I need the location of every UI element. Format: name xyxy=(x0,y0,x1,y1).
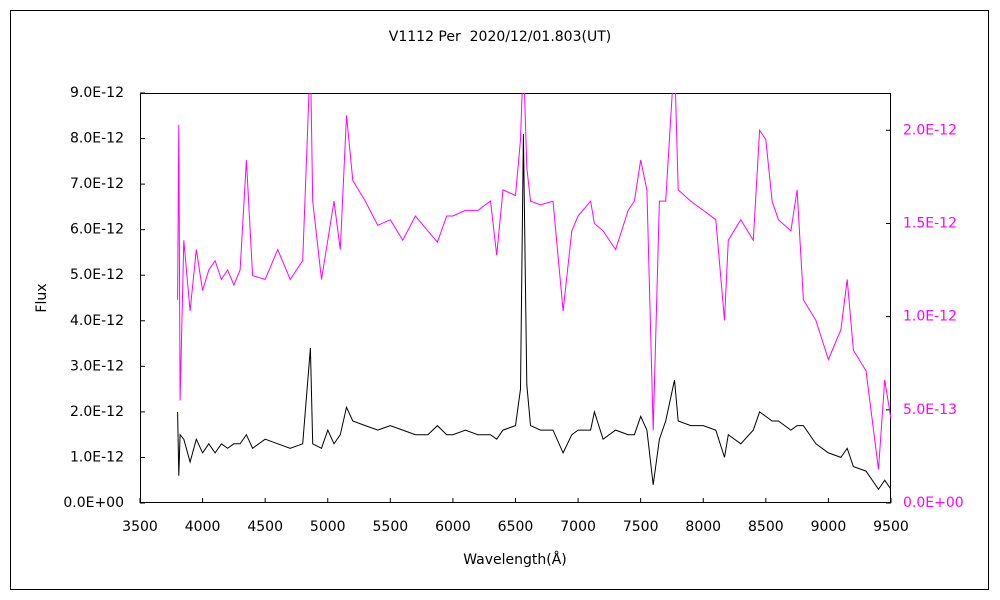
x-tick-label: 4000 xyxy=(185,519,221,535)
spectrum-line xyxy=(177,93,891,470)
x-tick-label: 6000 xyxy=(435,519,471,535)
y-tick-label: 6.0E-12 xyxy=(70,222,124,238)
spectrum-line xyxy=(177,133,891,491)
x-tick-label: 5500 xyxy=(373,519,409,535)
x-tick-label: 8000 xyxy=(685,519,721,535)
y-tick-label: 2.0E-12 xyxy=(70,404,124,420)
y-axis-label: Flux xyxy=(34,283,50,312)
x-tick-label: 9500 xyxy=(873,519,909,535)
y2-tick-label: 1.5E-12 xyxy=(903,215,957,231)
y-tick-label: 4.0E-12 xyxy=(70,313,124,329)
y2-tick-label: 0.0E+00 xyxy=(903,495,964,511)
x-tick-label: 9000 xyxy=(811,519,847,535)
y-tick-label: 3.0E-12 xyxy=(70,358,124,374)
x-tick-label: 3500 xyxy=(122,519,158,535)
y-tick-label: 7.0E-12 xyxy=(70,176,124,192)
y-tick-label: 5.0E-12 xyxy=(70,267,124,283)
y2-tick-label: 5.0E-13 xyxy=(903,402,957,418)
x-tick-label: 7000 xyxy=(560,519,596,535)
x-tick-label: 5000 xyxy=(310,519,346,535)
frame xyxy=(10,10,989,590)
y-tick-label: 0.0E+00 xyxy=(63,495,124,511)
x-tick-label: 7500 xyxy=(623,519,659,535)
y-tick-label: 8.0E-12 xyxy=(70,131,124,147)
x-axis-label: Wavelength(Å) xyxy=(463,551,567,568)
x-tick-label: 6500 xyxy=(498,519,534,535)
plot-area xyxy=(140,93,891,503)
chart-title: V1112 Per 2020/12/01.803(UT) xyxy=(389,29,611,45)
y-tick-label: 1.0E-12 xyxy=(70,449,124,465)
x-tick-label: 8500 xyxy=(748,519,784,535)
x-tick-label: 4500 xyxy=(247,519,283,535)
y2-tick-label: 2.0E-12 xyxy=(903,122,957,138)
y-tick-label: 9.0E-12 xyxy=(70,85,124,101)
y2-tick-label: 1.0E-12 xyxy=(903,309,957,325)
